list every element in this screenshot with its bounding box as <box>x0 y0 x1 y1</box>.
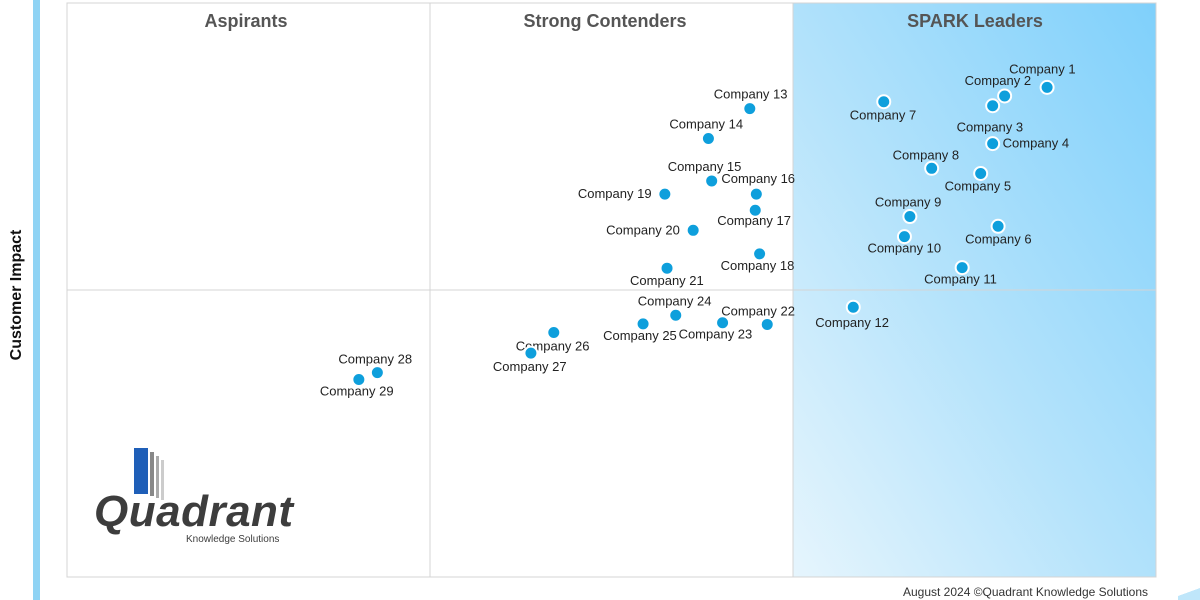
data-label-company-13: Company 13 <box>714 87 788 102</box>
data-label-company-6: Company 6 <box>965 231 1031 246</box>
data-point-company-8[interactable] <box>924 160 940 176</box>
data-point-company-13[interactable] <box>742 101 758 117</box>
data-label-company-17: Company 17 <box>717 213 791 228</box>
data-label-company-23: Company 23 <box>679 327 753 342</box>
data-label-company-24: Company 24 <box>638 293 712 308</box>
data-label-company-8: Company 8 <box>893 147 959 162</box>
data-point-company-15[interactable] <box>704 173 720 189</box>
data-point-company-21[interactable] <box>659 260 675 276</box>
data-point-company-19[interactable] <box>657 186 673 202</box>
data-label-company-3: Company 3 <box>957 120 1023 135</box>
data-point-company-29[interactable] <box>351 372 367 388</box>
data-point-company-10[interactable] <box>896 229 912 245</box>
data-point-company-9[interactable] <box>902 209 918 225</box>
data-label-company-28: Company 28 <box>338 352 412 367</box>
data-label-company-29: Company 29 <box>320 384 394 399</box>
data-label-company-15: Company 15 <box>668 159 742 174</box>
data-label-company-27: Company 27 <box>493 359 567 374</box>
quadrant-logo: Quadrant Knowledge Solutions <box>92 446 312 548</box>
data-point-company-25[interactable] <box>635 316 651 332</box>
quadrant-title-strong-contenders: Strong Contenders <box>523 11 686 31</box>
data-label-company-5: Company 5 <box>945 178 1011 193</box>
data-point-company-14[interactable] <box>700 130 716 146</box>
data-label-company-25: Company 25 <box>603 328 677 343</box>
footer-credit: August 2024 ©Quadrant Knowledge Solution… <box>902 585 1148 599</box>
book-logo-icon <box>134 448 164 500</box>
data-point-company-17[interactable] <box>747 202 763 218</box>
data-point-company-26[interactable] <box>546 324 562 340</box>
data-point-company-27[interactable] <box>523 345 539 361</box>
data-point-company-12[interactable] <box>845 299 861 315</box>
data-point-company-16[interactable] <box>748 186 764 202</box>
data-point-company-28[interactable] <box>369 365 385 381</box>
left-accent-bar <box>33 0 40 600</box>
logo-tagline: Knowledge Solutions <box>186 534 280 545</box>
data-label-company-10: Company 10 <box>867 241 941 256</box>
data-point-company-7[interactable] <box>876 94 892 110</box>
data-label-company-7: Company 7 <box>850 108 916 123</box>
corner-decoration <box>1178 586 1200 600</box>
data-point-company-5[interactable] <box>973 165 989 181</box>
data-label-company-20: Company 20 <box>606 222 680 237</box>
quadrant-title-spark-leaders: SPARK Leaders <box>907 11 1043 31</box>
data-point-company-4[interactable] <box>985 136 1001 152</box>
data-label-company-16: Company 16 <box>721 171 795 186</box>
data-point-company-22[interactable] <box>759 316 775 332</box>
data-label-company-1: Company 1 <box>1009 61 1075 76</box>
data-point-company-24[interactable] <box>668 307 684 323</box>
data-point-company-11[interactable] <box>954 260 970 276</box>
data-point-company-2[interactable] <box>997 88 1013 104</box>
data-label-company-21: Company 21 <box>630 273 704 288</box>
data-point-company-1[interactable] <box>1039 79 1055 95</box>
data-point-company-23[interactable] <box>715 315 731 331</box>
data-label-company-19: Company 19 <box>578 186 652 201</box>
data-label-company-4: Company 4 <box>1003 136 1069 151</box>
data-label-company-18: Company 18 <box>721 258 795 273</box>
data-label-company-12: Company 12 <box>815 315 889 330</box>
logo-wordmark: Quadrant <box>94 487 294 536</box>
data-point-company-6[interactable] <box>990 218 1006 234</box>
data-label-company-14: Company 14 <box>669 116 743 131</box>
data-point-company-3[interactable] <box>985 98 1001 114</box>
quadrant-title-aspirants: Aspirants <box>204 11 287 31</box>
data-label-company-9: Company 9 <box>875 195 941 210</box>
data-label-company-2: Company 2 <box>965 73 1031 88</box>
data-label-company-22: Company 22 <box>721 303 795 318</box>
data-label-company-11: Company 11 <box>924 272 997 287</box>
data-point-company-18[interactable] <box>752 246 768 262</box>
data-point-company-20[interactable] <box>685 222 701 238</box>
